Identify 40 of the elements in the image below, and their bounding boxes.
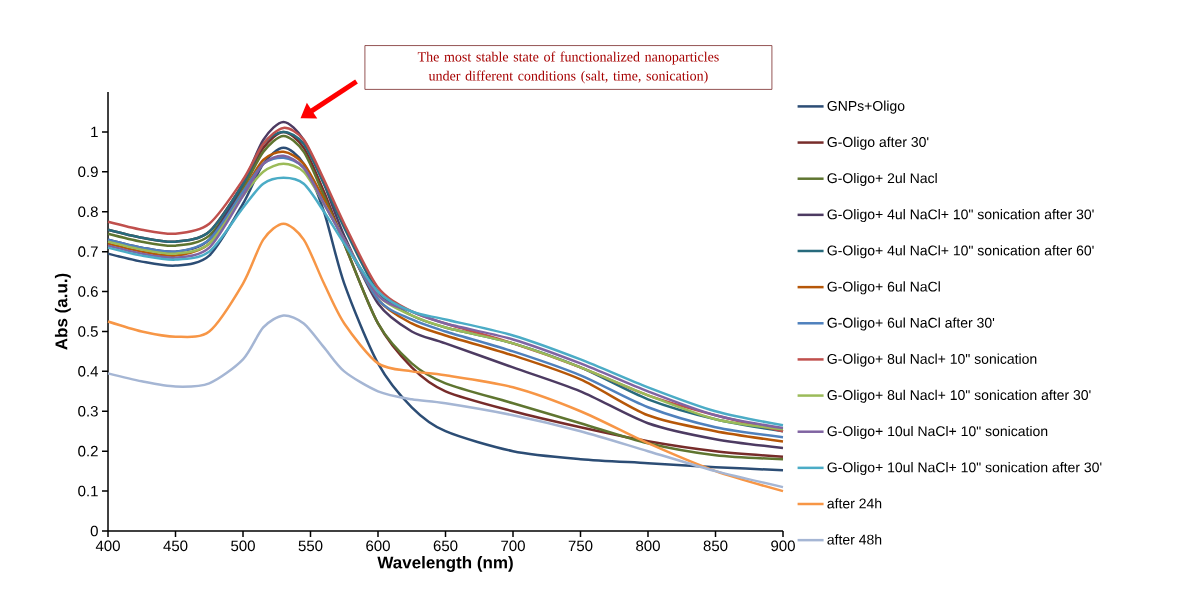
legend-label: G-Oligo+ 4ul NaCl+ 10" sonication after 30' (827, 209, 1094, 223)
legend-label: G-Oligo+ 6ul NaCl after 30' (827, 317, 995, 331)
y-tick-label: 0.4 (78, 366, 99, 377)
y-tick-label: 0.5 (78, 326, 98, 337)
text: The most stable state of functionalized nanoparticles under different conditions (salt, time, sonication) (417, 51, 719, 84)
x-tick-label: 600 (366, 540, 390, 552)
x-tick-label: 800 (636, 540, 660, 552)
y-tick-label: 0.9 (78, 166, 98, 178)
y-tick-label: 0.8 (78, 206, 98, 218)
x-tick-label: 450 (163, 540, 188, 552)
x-tick-label: 750 (568, 540, 593, 552)
legend-label: G-Oligo+ 4ul NaCl+ 10" sonication after 60' (827, 245, 1094, 259)
legend-label: G-Oligo+ 10ul NaCl+ 10" sonication after 30' (827, 462, 1102, 476)
legend-label: after 24h (827, 498, 882, 509)
legend-label: G-Oligo+ 10ul NaCl+ 10" sonication (827, 425, 1048, 439)
legend-label: G-Oligo+ 8ul Nacl+ 10" sonication after 30' (827, 389, 1091, 403)
y-axis-title: Abs (a.u.) (54, 273, 71, 350)
x-tick-label: 700 (501, 540, 525, 552)
x-tick-label: 500 (231, 540, 255, 552)
y-tick-label: 1 (91, 126, 98, 138)
y-tick-label: 0.6 (78, 286, 98, 297)
legend-label: G-Oligo+ 2ul Nacl (827, 172, 937, 186)
y-tick-label: 0.1 (78, 485, 98, 497)
x-tick-label: 850 (703, 540, 728, 552)
legend-label: G-Oligo+ 6ul NaCl (827, 281, 940, 295)
y-tick-label: 0.3 (78, 405, 98, 417)
x-tick-label: 550 (298, 540, 323, 552)
legend-label: G-Oligo after 30' (827, 136, 929, 150)
x-tick-label: 400 (95, 540, 120, 552)
legend-label: GNPs+Oligo (827, 100, 905, 114)
x-tick-label: 650 (433, 540, 458, 552)
line-series (106, 314, 785, 489)
x-tick-label: 900 (771, 540, 795, 552)
y-tick-label: 0 (90, 525, 98, 537)
legend-label: G-Oligo+ 8ul Nacl+ 10" sonication (827, 353, 1037, 367)
legend-label: after 48h (827, 534, 882, 545)
x-axis-title: Wavelength (nm) (377, 556, 513, 572)
y-tick-label: 0.7 (78, 246, 98, 257)
y-tick-label: 0.2 (78, 445, 98, 457)
line-series (106, 222, 785, 493)
